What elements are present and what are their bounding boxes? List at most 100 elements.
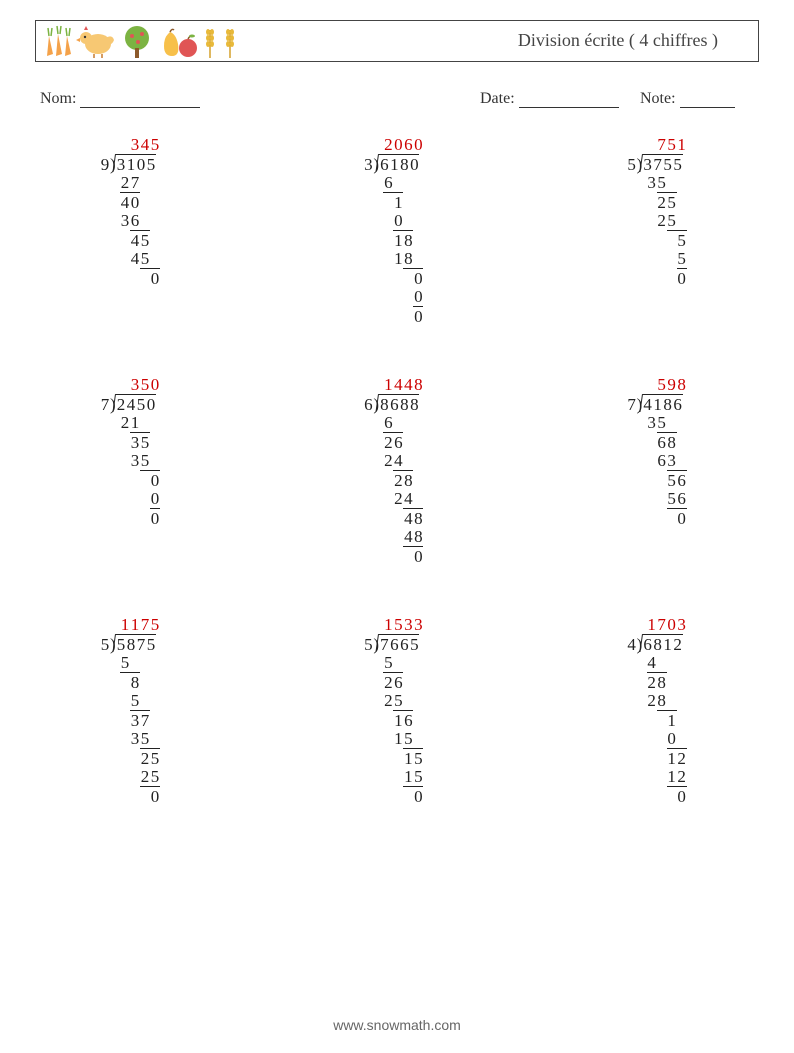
division-problem: 11755)58755 8537352525 0 xyxy=(100,615,213,805)
step: 0 xyxy=(100,786,213,805)
step: 26 xyxy=(363,432,476,451)
worksheet-title: Division écrite ( 4 chiffres ) xyxy=(518,30,718,51)
step: 21 xyxy=(100,413,213,432)
division-problem: 3507)2450213535 000 xyxy=(100,375,213,565)
step: 5 xyxy=(363,653,476,672)
step: 5 xyxy=(627,249,740,268)
step: 5 xyxy=(100,691,213,710)
division-problem: 20603)61806 101818 000 xyxy=(363,135,476,325)
step: 0 xyxy=(100,470,213,489)
step: 37 xyxy=(100,710,213,729)
step: 0 xyxy=(627,786,740,805)
problem-row: 11755)58755 8537352525 015335)7665526251… xyxy=(60,615,740,805)
step: 35 xyxy=(100,729,213,748)
step: 45 xyxy=(100,249,213,268)
step: 48 xyxy=(363,527,476,546)
step: 26 xyxy=(363,672,476,691)
wheat-1-icon xyxy=(202,24,218,58)
field-nom[interactable] xyxy=(80,91,200,108)
chicken-icon xyxy=(76,24,116,58)
step: 35 xyxy=(100,432,213,451)
header-box: Division écrite ( 4 chiffres ) xyxy=(35,20,759,62)
field-date[interactable] xyxy=(519,91,619,108)
division-problem: 7515)3755352525 550 xyxy=(627,135,740,325)
footer-url: www.snowmath.com xyxy=(0,1017,794,1033)
step: 28 xyxy=(363,470,476,489)
step: 35 xyxy=(627,413,740,432)
label-date: Date: xyxy=(480,90,515,107)
step: 8 xyxy=(100,672,213,691)
step: 25 xyxy=(627,192,740,211)
step: 1 xyxy=(363,192,476,211)
quotient: 1448 xyxy=(363,375,476,394)
division-problem: 5987)41863568635656 0 xyxy=(627,375,740,565)
wheat-2-icon xyxy=(222,24,238,58)
tree-icon xyxy=(120,24,154,58)
step: 18 xyxy=(363,230,476,249)
step: 56 xyxy=(627,489,740,508)
step: 35 xyxy=(627,173,740,192)
step: 24 xyxy=(363,451,476,470)
step: 0 xyxy=(627,508,740,527)
dividend-line: 5)7665 xyxy=(363,634,476,653)
step: 15 xyxy=(363,729,476,748)
step: 25 xyxy=(100,748,213,767)
step: 35 xyxy=(100,451,213,470)
division-problem: 15335)76655262516151515 0 xyxy=(363,615,476,805)
step: 6 xyxy=(363,413,476,432)
label-note: Note: xyxy=(640,90,676,107)
dividend-line: 3)6180 xyxy=(363,154,476,173)
step: 0 xyxy=(363,287,476,306)
step: 15 xyxy=(363,748,476,767)
problem-row: 3507)2450213535 00014486)868862624282448… xyxy=(60,375,740,565)
step: 0 xyxy=(627,268,740,287)
step: 63 xyxy=(627,451,740,470)
step: 4 xyxy=(627,653,740,672)
step: 40 xyxy=(100,192,213,211)
step: 0 xyxy=(100,508,213,527)
step: 0 xyxy=(100,268,213,287)
step: 45 xyxy=(100,230,213,249)
division-problem: 3459)31052740364545 0 xyxy=(100,135,213,325)
quotient: 350 xyxy=(100,375,213,394)
quotient: 751 xyxy=(627,135,740,154)
step: 24 xyxy=(363,489,476,508)
step: 25 xyxy=(627,211,740,230)
step: 0 xyxy=(363,306,476,325)
dividend-line: 7)2450 xyxy=(100,394,213,413)
dividend-line: 5)5875 xyxy=(100,634,213,653)
step: 36 xyxy=(100,211,213,230)
quotient: 1175 xyxy=(100,615,213,634)
quotient: 345 xyxy=(100,135,213,154)
step: 0 xyxy=(627,729,740,748)
step: 1 xyxy=(627,710,740,729)
step: 28 xyxy=(627,691,740,710)
quotient: 1703 xyxy=(627,615,740,634)
division-problem: 17034)681242828 101212 0 xyxy=(627,615,740,805)
carrots-icon xyxy=(44,24,72,58)
step: 68 xyxy=(627,432,740,451)
division-problem: 14486)86886262428244848 0 xyxy=(363,375,476,565)
header-icons xyxy=(44,24,238,58)
step: 5 xyxy=(627,230,740,249)
step: 0 xyxy=(363,268,476,287)
step: 25 xyxy=(100,767,213,786)
step: 0 xyxy=(363,546,476,565)
step: 5 xyxy=(100,653,213,672)
pear-apple-icon xyxy=(158,24,198,58)
step: 25 xyxy=(363,691,476,710)
step: 12 xyxy=(627,767,740,786)
dividend-line: 7)4186 xyxy=(627,394,740,413)
quotient: 598 xyxy=(627,375,740,394)
step: 28 xyxy=(627,672,740,691)
field-note[interactable] xyxy=(680,91,735,108)
quotient: 2060 xyxy=(363,135,476,154)
dividend-line: 4)6812 xyxy=(627,634,740,653)
dividend-line: 6)8688 xyxy=(363,394,476,413)
step: 48 xyxy=(363,508,476,527)
step: 15 xyxy=(363,767,476,786)
label-nom: Nom: xyxy=(40,90,76,107)
step: 18 xyxy=(363,249,476,268)
step: 12 xyxy=(627,748,740,767)
dividend-line: 9)3105 xyxy=(100,154,213,173)
